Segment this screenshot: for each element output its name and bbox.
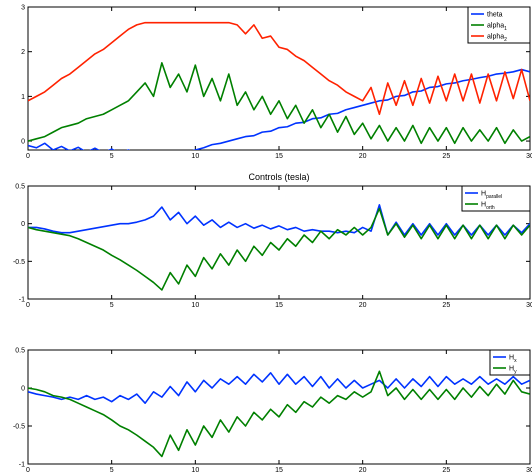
y-tick-label: 2 bbox=[21, 49, 25, 56]
x-tick-label: 25 bbox=[442, 153, 450, 160]
x-tick-label: 30 bbox=[526, 153, 532, 160]
series-line-h-y bbox=[28, 370, 530, 458]
legend-label-main: H bbox=[509, 355, 514, 362]
x-tick-label: 0 bbox=[26, 467, 30, 474]
y-tick-label: 1 bbox=[21, 94, 25, 101]
legend-label-sub: parallel bbox=[486, 194, 502, 200]
series-line-theta bbox=[28, 68, 530, 150]
legend-label-main: alpha bbox=[487, 34, 504, 41]
y-tick-label: 0 bbox=[21, 139, 25, 146]
y-tick-label: -0.5 bbox=[13, 424, 25, 431]
series-line-h-orth bbox=[28, 207, 530, 291]
legend-label-sub: y bbox=[514, 369, 517, 375]
x-tick-label: 10 bbox=[191, 153, 199, 160]
x-tick-label: 5 bbox=[110, 467, 114, 474]
legend-label: Hx bbox=[509, 355, 517, 365]
x-tick-label: 5 bbox=[110, 153, 114, 160]
legend-label: theta bbox=[487, 12, 503, 19]
legend-label-sub: orth bbox=[486, 205, 495, 211]
x-tick-label: 0 bbox=[26, 153, 30, 160]
legend-box bbox=[461, 185, 531, 212]
series-line-alpha-2 bbox=[28, 21, 530, 116]
legend-box bbox=[489, 349, 531, 376]
x-tick-label: 10 bbox=[191, 467, 199, 474]
legend-label: Hy bbox=[509, 366, 517, 376]
series-group bbox=[28, 370, 530, 458]
x-tick-label: 20 bbox=[359, 153, 367, 160]
x-tick-label: 15 bbox=[275, 467, 283, 474]
legend-label: alpha2 bbox=[487, 34, 507, 44]
x-tick-label: 0 bbox=[26, 302, 30, 309]
series-line-h-parallel bbox=[28, 204, 530, 236]
legend-label-main: H bbox=[481, 202, 486, 209]
x-tick-label: 25 bbox=[442, 467, 450, 474]
chart-title: Controls (tesla) bbox=[248, 172, 309, 182]
legend-label-sub: 2 bbox=[504, 37, 507, 43]
y-tick-label: -0.5 bbox=[13, 259, 25, 266]
series-line-alpha-1 bbox=[28, 62, 530, 145]
y-tick-label: 0 bbox=[21, 221, 25, 228]
plot-frame bbox=[27, 6, 531, 151]
chart-panel-2: Controls (tesla) 0 5 10 15 20 25 30 -1 -0.5 0 0.5 Hp… bbox=[13, 172, 532, 309]
x-tick-label: 30 bbox=[526, 302, 532, 309]
y-tick-label: 0.5 bbox=[15, 348, 25, 355]
legend-label-sub: x bbox=[514, 358, 517, 364]
legend-label-main: alpha bbox=[487, 23, 504, 30]
x-tick-label: 20 bbox=[359, 302, 367, 309]
y-tick-label: -1 bbox=[19, 297, 25, 304]
legend-label-main: H bbox=[509, 366, 514, 373]
legend-label-sub: 1 bbox=[504, 26, 507, 32]
plot-frame bbox=[27, 349, 531, 465]
x-tick-label: 25 bbox=[442, 302, 450, 309]
series-group bbox=[28, 204, 530, 291]
legend-label: Hparallel bbox=[481, 191, 502, 201]
y-tick-label: 3 bbox=[21, 5, 25, 12]
x-tick-label: 15 bbox=[275, 302, 283, 309]
legend-label: Horth bbox=[481, 202, 495, 212]
legend-label: alpha1 bbox=[487, 23, 507, 33]
x-tick-label: 10 bbox=[191, 302, 199, 309]
x-tick-label: 15 bbox=[275, 153, 283, 160]
y-tick-label: 0.5 bbox=[15, 184, 25, 191]
y-tick-label: -1 bbox=[19, 462, 25, 469]
plot-frame bbox=[27, 185, 531, 300]
x-tick-label: 20 bbox=[359, 467, 367, 474]
x-tick-label: 5 bbox=[110, 302, 114, 309]
series-line-h-x bbox=[28, 371, 530, 405]
legend-label-main: theta bbox=[487, 12, 503, 19]
y-tick-label: 0 bbox=[21, 386, 25, 393]
series-group bbox=[28, 21, 530, 150]
legend-label-main: H bbox=[481, 191, 486, 198]
x-tick-label: 30 bbox=[526, 467, 532, 474]
